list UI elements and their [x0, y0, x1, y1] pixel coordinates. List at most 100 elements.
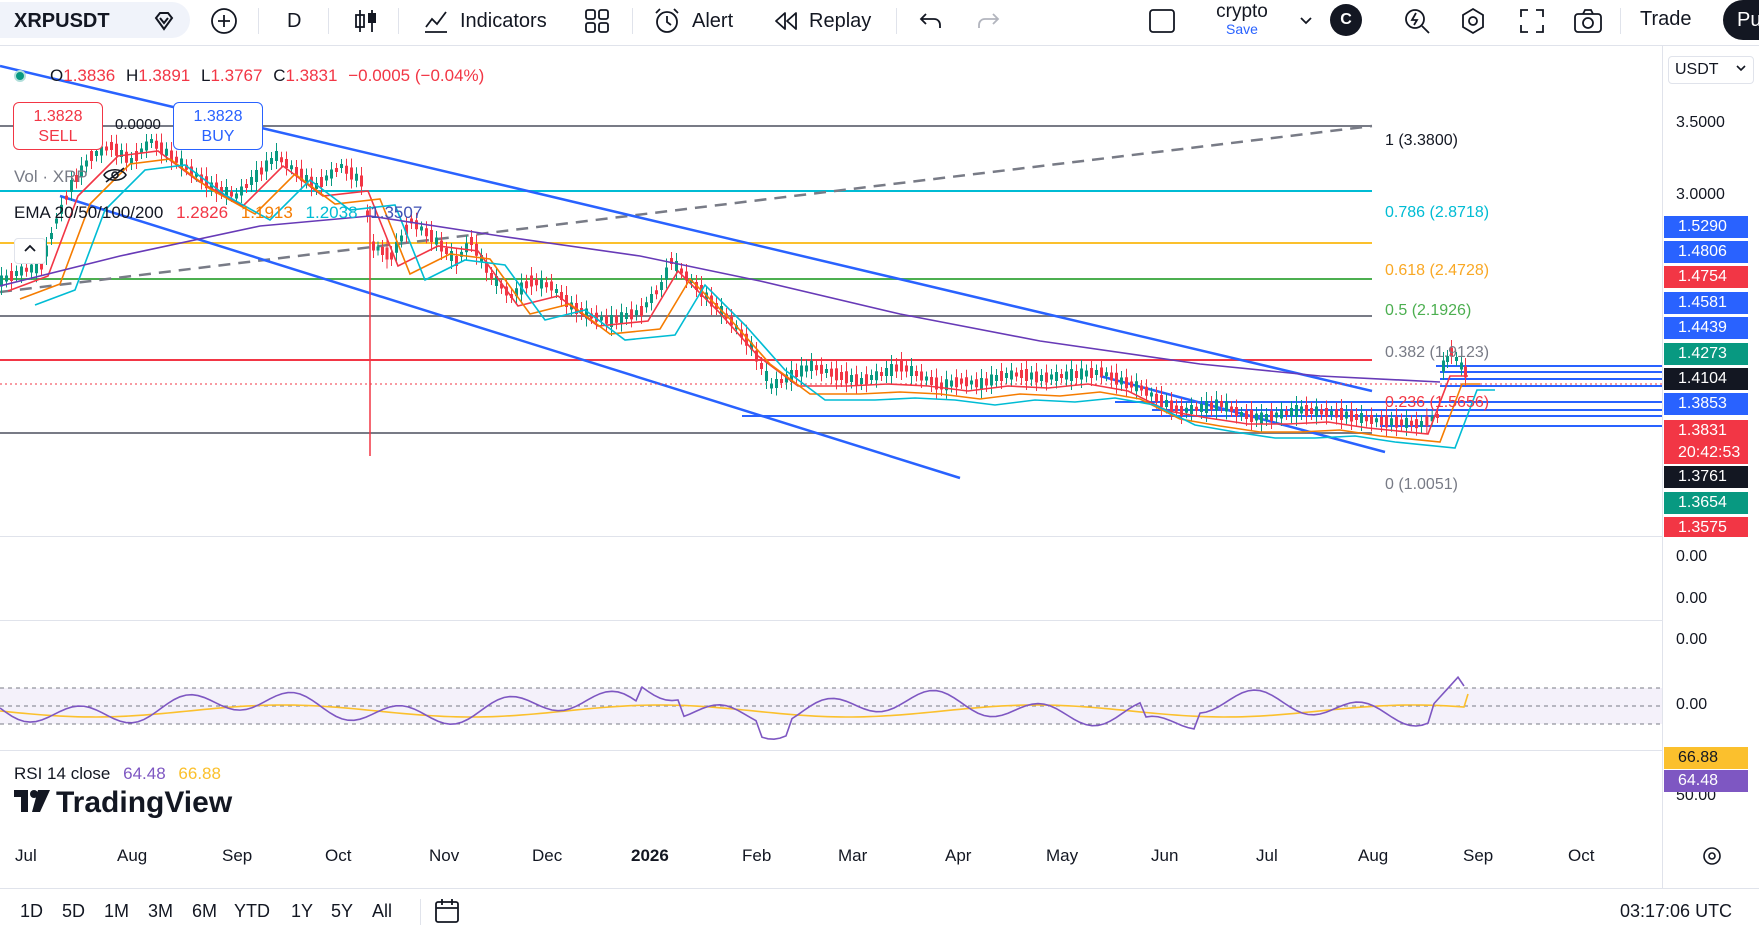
range-5d-button[interactable]: 5D — [62, 901, 86, 921]
candle-body — [465, 243, 468, 253]
compare-symbol-button[interactable] — [210, 6, 238, 36]
candle-body — [1045, 372, 1048, 383]
workspace-save[interactable]: Save — [1226, 21, 1258, 37]
time-axis-settings-button[interactable] — [1700, 844, 1724, 873]
candle-body — [990, 374, 993, 386]
close-label: C — [273, 66, 286, 85]
candle-body — [1315, 406, 1318, 417]
undo-button[interactable] — [918, 6, 944, 36]
candle-body — [1025, 369, 1028, 381]
time-tick: Jul — [15, 846, 37, 865]
candle-body — [435, 237, 438, 245]
candle-body — [1285, 411, 1288, 415]
workspace-switcher[interactable]: crypto Save — [1208, 2, 1276, 37]
range-6m-button[interactable]: 6M — [192, 901, 218, 921]
candle-body — [1305, 405, 1308, 416]
buy-button[interactable]: 1.3828 BUY — [173, 102, 263, 150]
date-range-button[interactable] — [433, 897, 461, 930]
volume-legend[interactable]: Vol · XRP — [14, 166, 128, 189]
candle-body — [1065, 371, 1068, 380]
candle-body — [950, 380, 953, 387]
eye-hidden-icon[interactable] — [102, 166, 128, 189]
candle-body — [180, 158, 183, 169]
candle-body — [85, 160, 88, 167]
candle-body — [1360, 413, 1363, 423]
candle-body — [1110, 372, 1113, 381]
collapse-legend-button[interactable] — [14, 238, 46, 264]
candle-body — [230, 191, 233, 197]
ema100-line — [34, 164, 1495, 449]
volume-label: Vol · XRP — [14, 166, 88, 186]
ema-legend[interactable]: EMA 20/50/100/200 1.2826 1.1913 1.2038 1… — [14, 203, 422, 223]
candle-body — [650, 294, 653, 303]
candle-body — [385, 247, 389, 260]
camera-icon — [1573, 7, 1603, 35]
candle-body — [305, 175, 308, 182]
range-ytd-button[interactable]: YTD — [234, 901, 270, 921]
chevron-down-icon — [1735, 57, 1747, 83]
candle-body — [1400, 419, 1403, 426]
candle-body — [1165, 400, 1168, 407]
candle-body — [15, 271, 18, 276]
symbol-name[interactable]: XRPUSDT — [14, 10, 110, 32]
fullscreen-icon — [1518, 7, 1546, 35]
currency-selector[interactable]: USDT — [1668, 56, 1754, 84]
chart-type-button[interactable] — [354, 6, 378, 36]
redo-button[interactable] — [975, 6, 1001, 36]
range-3m-button[interactable]: 3M — [148, 901, 174, 921]
candle-body — [1125, 377, 1128, 389]
candle-body — [1240, 412, 1243, 416]
candle-body — [1010, 370, 1013, 380]
current-price-label: 1.3831 — [1664, 420, 1748, 442]
tradingview-logo: TradingView — [14, 786, 232, 820]
candle-body — [530, 275, 533, 287]
candle-body — [900, 360, 903, 372]
candle-body — [645, 302, 648, 308]
candles-icon — [354, 7, 378, 35]
currency-label: USDT — [1675, 61, 1719, 78]
candle-body — [655, 290, 658, 295]
diamond-icon[interactable] — [153, 10, 175, 37]
ema200-value: 1.3507 — [370, 203, 423, 222]
open-value: 1.3836 — [63, 66, 116, 85]
publish-button[interactable]: Pu — [1723, 0, 1759, 40]
candle-body — [1105, 372, 1108, 377]
price-chart-canvas[interactable] — [0, 46, 1662, 888]
rsi-legend[interactable]: RSI 14 close 64.48 66.88 — [14, 764, 221, 784]
candle-body — [960, 378, 963, 384]
workspace-dropdown[interactable] — [1298, 6, 1314, 36]
candle-body — [1140, 385, 1143, 391]
trade-button[interactable]: Trade — [1640, 8, 1692, 30]
symbol-search[interactable]: XRPUSDT — [0, 2, 190, 38]
fullscreen-button[interactable] — [1518, 6, 1546, 36]
range-1d-button[interactable]: 1D — [20, 901, 44, 921]
replay-button[interactable]: Replay — [773, 6, 871, 36]
indicators-button[interactable]: Indicators — [422, 6, 547, 36]
sell-button[interactable]: 1.3828 SELL — [13, 102, 103, 150]
candle-body — [1085, 370, 1088, 377]
range-all-button[interactable]: All — [372, 901, 393, 921]
interval-button[interactable]: D — [287, 6, 301, 36]
range-1y-button[interactable]: 1Y — [291, 901, 314, 921]
avatar[interactable]: C — [1330, 4, 1362, 36]
chart-area[interactable]: O1.3836 H1.3891 L1.3767 C1.3831 −0.0005 … — [0, 46, 1759, 888]
candle-body — [40, 262, 43, 270]
candle-body — [1280, 409, 1283, 419]
quick-search-button[interactable] — [1402, 6, 1432, 36]
snapshot-button[interactable] — [1573, 6, 1603, 36]
candle-body — [600, 316, 603, 321]
market-status-dot[interactable] — [14, 70, 26, 82]
layouts-button[interactable] — [584, 6, 610, 36]
range-5y-button[interactable]: 5Y — [331, 901, 354, 921]
range-1m-button[interactable]: 1M — [104, 901, 130, 921]
candle-body — [410, 218, 413, 224]
time-tick: May — [1046, 846, 1079, 865]
alert-button[interactable]: Alert — [652, 6, 733, 36]
candle-body — [1200, 404, 1203, 412]
layout-square-button[interactable] — [1148, 6, 1176, 36]
candle-body — [1430, 416, 1434, 422]
candle-body — [205, 176, 208, 189]
clock[interactable]: 03:17:06 UTC — [1620, 901, 1733, 921]
settings-button[interactable] — [1458, 6, 1488, 36]
